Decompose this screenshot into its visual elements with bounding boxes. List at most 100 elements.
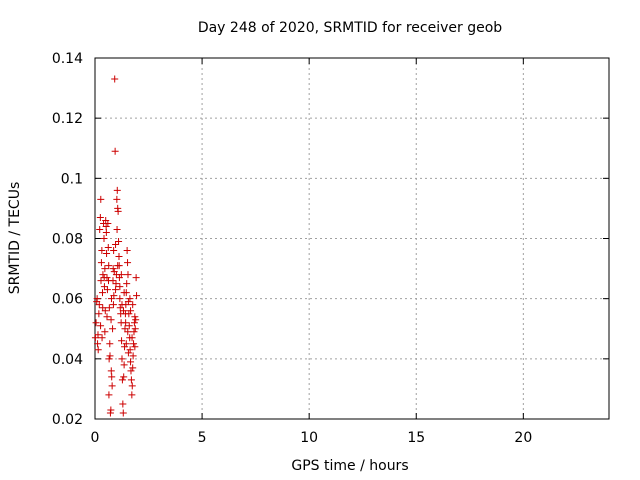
- data-point: [105, 262, 113, 270]
- data-point: [130, 319, 138, 327]
- data-point: [117, 271, 125, 279]
- data-point: [106, 340, 114, 348]
- y-axis-label: SRMTID / TECUs: [7, 182, 23, 295]
- data-point: [122, 340, 130, 348]
- data-point: [131, 313, 139, 321]
- data-point: [105, 304, 113, 312]
- data-point: [104, 219, 112, 227]
- x-tick-label: 10: [300, 430, 318, 446]
- data-point: [124, 271, 132, 279]
- data-point: [133, 292, 141, 300]
- x-tick-label: 5: [198, 430, 207, 446]
- data-point: [99, 304, 107, 312]
- data-point: [94, 331, 102, 339]
- y-tick-label: 0.14: [52, 51, 83, 67]
- data-point: [107, 406, 115, 414]
- x-tick-label: 15: [407, 430, 425, 446]
- data-point: [111, 75, 119, 83]
- data-point: [112, 286, 120, 294]
- data-point: [109, 325, 117, 333]
- data-point: [115, 262, 123, 270]
- data-point: [103, 313, 111, 321]
- data-point: [100, 283, 108, 291]
- data-point: [129, 352, 137, 360]
- axis-ticks: 0.02 0.04 0.06 0.08 0.1 0.12 0.14 0 5 10 15 20: [52, 51, 609, 446]
- data-point: [109, 265, 117, 273]
- x-tick-label: 20: [514, 430, 532, 446]
- data-point: [102, 228, 110, 236]
- data-point: [103, 286, 111, 294]
- data-point: [116, 283, 124, 291]
- data-point: [113, 186, 121, 194]
- data-point: [128, 334, 136, 342]
- data-point: [118, 301, 126, 309]
- data-point: [130, 340, 138, 348]
- data-point: [115, 238, 123, 246]
- y-tick-label: 0.06: [52, 292, 83, 308]
- x-tick-label: 0: [91, 430, 100, 446]
- data-point: [112, 241, 120, 249]
- data-point: [118, 376, 126, 384]
- data-point: [115, 253, 123, 261]
- data-point: [101, 265, 109, 273]
- data-point: [124, 349, 132, 357]
- data-points: [91, 75, 141, 417]
- data-point: [126, 346, 134, 354]
- data-point: [107, 367, 115, 375]
- data-point: [97, 195, 105, 203]
- data-point: [106, 352, 114, 360]
- data-point: [119, 400, 127, 408]
- data-point: [96, 213, 104, 221]
- data-point: [132, 316, 140, 324]
- data-point: [111, 147, 119, 155]
- data-point: [116, 304, 124, 312]
- y-tick-label: 0.1: [61, 171, 83, 187]
- y-tick-label: 0.02: [52, 412, 83, 428]
- data-point: [102, 222, 110, 230]
- data-point: [110, 247, 118, 255]
- data-point: [92, 319, 100, 327]
- data-point: [113, 195, 121, 203]
- data-point: [108, 382, 116, 390]
- y-tick-label: 0.08: [52, 232, 83, 248]
- data-point: [100, 235, 108, 242]
- data-point: [100, 274, 108, 282]
- data-point: [118, 337, 126, 345]
- data-point: [98, 334, 106, 342]
- data-point: [124, 298, 132, 306]
- data-point: [116, 295, 124, 303]
- data-point: [125, 310, 133, 318]
- data-point: [101, 328, 109, 336]
- data-point: [107, 316, 115, 324]
- data-point: [119, 409, 127, 417]
- data-point: [131, 325, 139, 333]
- chart-title: Day 248 of 2020, SRMTID for receiver geo…: [198, 20, 502, 36]
- data-point: [110, 292, 118, 300]
- data-point: [95, 301, 103, 309]
- y-tick-label: 0.12: [52, 111, 83, 127]
- data-point: [128, 391, 136, 399]
- data-point: [112, 280, 120, 288]
- data-point: [94, 340, 102, 348]
- data-point: [97, 322, 105, 330]
- data-point: [104, 244, 112, 252]
- data-point: [97, 259, 105, 267]
- data-point: [126, 295, 134, 303]
- data-point: [97, 277, 105, 285]
- x-axis-label: GPS time / hours: [291, 458, 408, 474]
- y-tick-label: 0.04: [52, 352, 83, 368]
- data-point: [115, 274, 123, 282]
- data-point: [131, 343, 139, 351]
- data-point: [113, 225, 121, 233]
- data-point: [93, 295, 101, 303]
- data-point: [105, 391, 113, 399]
- data-point: [119, 307, 127, 315]
- data-point: [120, 361, 128, 369]
- data-point: [122, 319, 130, 327]
- data-point: [95, 310, 103, 318]
- data-point: [124, 259, 132, 267]
- data-point: [98, 247, 106, 255]
- data-point: [132, 274, 140, 282]
- data-point: [130, 328, 138, 336]
